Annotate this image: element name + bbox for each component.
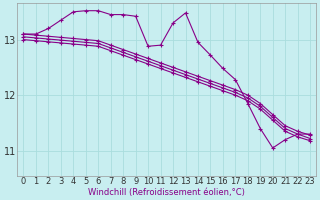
X-axis label: Windchill (Refroidissement éolien,°C): Windchill (Refroidissement éolien,°C) bbox=[88, 188, 245, 197]
